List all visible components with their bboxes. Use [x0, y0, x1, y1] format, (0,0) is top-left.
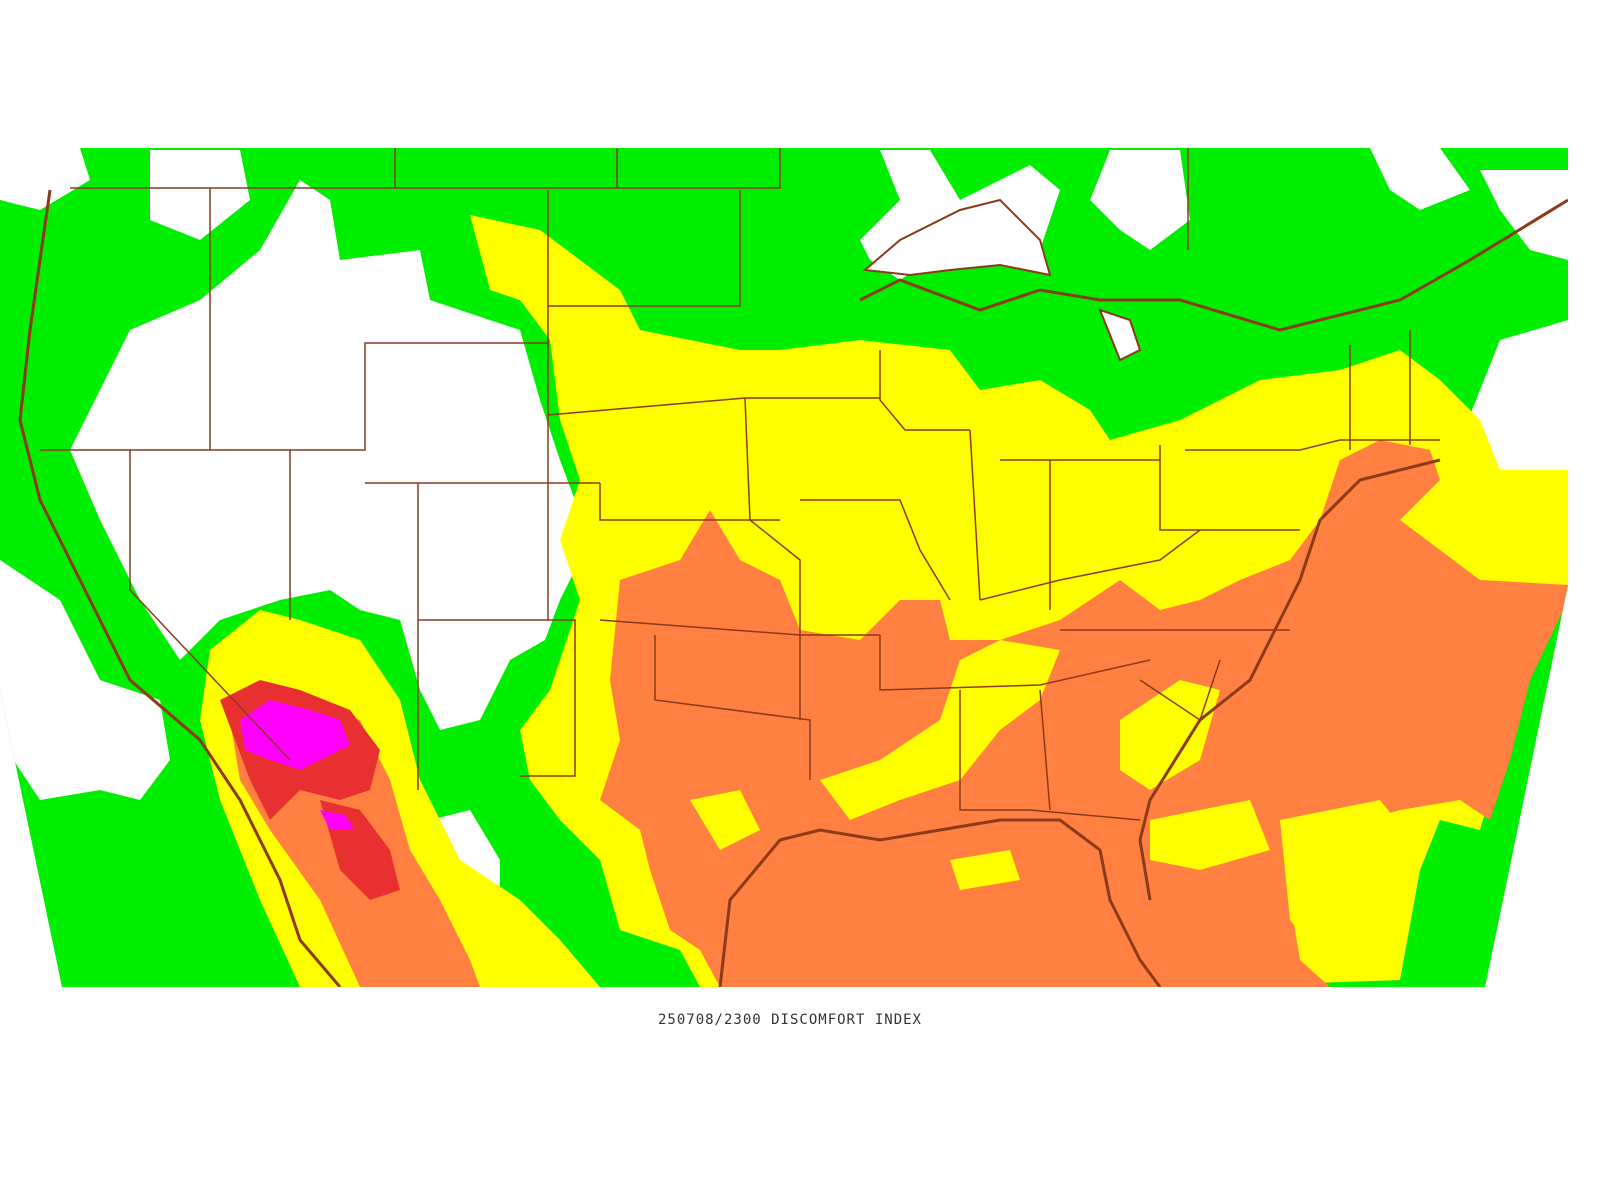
zone-yellow-islands — [690, 640, 1420, 970]
map-caption: 250708/2300 DISCOMFORT INDEX — [658, 1012, 922, 1028]
coastlines — [18, 189, 1568, 987]
map-area — [0, 148, 1568, 987]
zone-orange — [600, 440, 1568, 987]
zone-magenta-2 — [320, 810, 355, 830]
lakes — [862, 198, 1142, 362]
zone-magenta — [240, 700, 350, 770]
state-borders — [40, 148, 1440, 821]
